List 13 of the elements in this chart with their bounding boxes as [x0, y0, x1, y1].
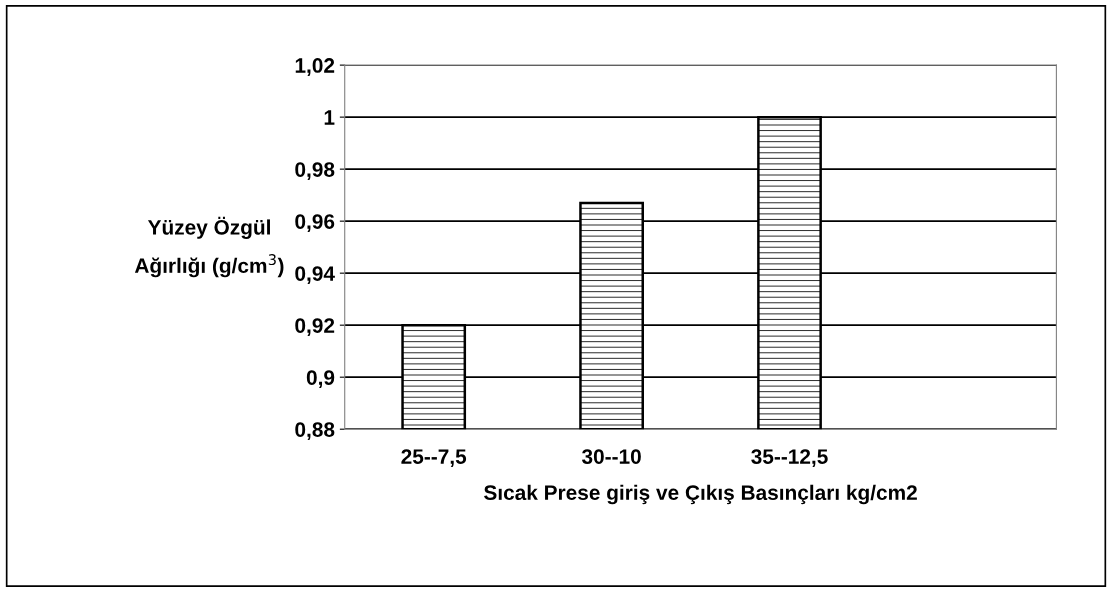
- y-tick-label: 0,94: [295, 266, 335, 284]
- y-tick-label: 1: [324, 110, 335, 125]
- y-tick-label: 0,9: [306, 370, 335, 388]
- y-tick-label: 0,92: [295, 318, 335, 336]
- x-tick-label: 30--10: [581, 449, 641, 464]
- y-tick-label: 0,88: [295, 422, 335, 440]
- x-tick-label: 25--7,5: [401, 449, 467, 467]
- y-tick-label: 1,02: [295, 58, 335, 76]
- x-tick-label: 35--12,5: [751, 449, 828, 467]
- y-tick-label: 0,96: [295, 214, 335, 232]
- y-axis-title: Yüzey Özgül Ağırlığı (g/cm$^{3}$): [134, 216, 284, 278]
- x-axis-title: Sıcak Prese giriş ve Çıkış Basınçları kg/cm2: [484, 484, 917, 505]
- y-tick-label: 0,98: [295, 162, 335, 180]
